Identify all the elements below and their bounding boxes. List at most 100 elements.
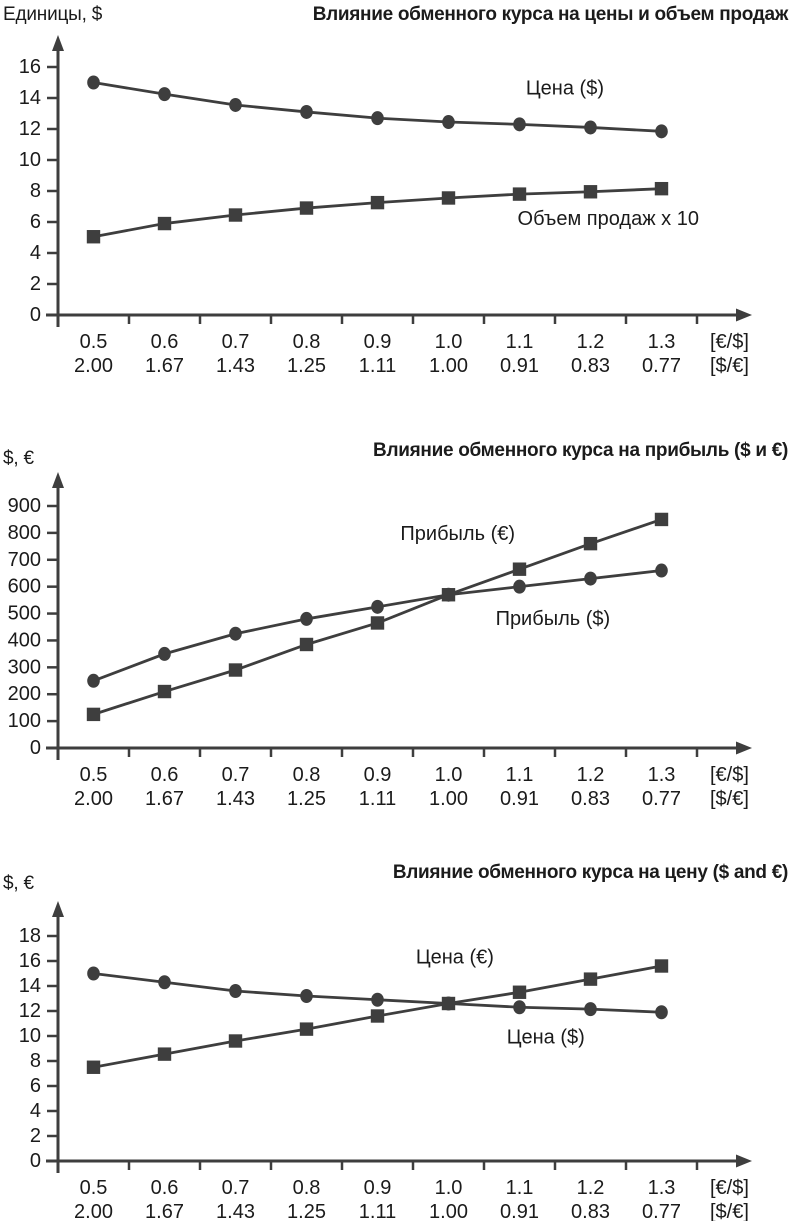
y-tick-label: 900 xyxy=(8,495,41,517)
x-tick-label-row1: 0.7 xyxy=(222,764,250,786)
y-tick-label: 500 xyxy=(8,603,41,625)
x-tick-label-row2: 0.77 xyxy=(642,355,681,377)
square-marker-icon xyxy=(299,201,314,215)
x-tick-label-row1: 0.9 xyxy=(364,764,392,786)
x-tick-label-row2: 1.43 xyxy=(216,1201,255,1221)
profit-plot: 0 100 200 300 400 500 600 700 800 900 0.5 0.6 0.7 0.8… xyxy=(8,472,752,810)
x-tick-label-row2: 1.00 xyxy=(429,788,468,810)
series-label: Объем продаж x 10 xyxy=(518,208,699,230)
x-tick-label-row2: 0.91 xyxy=(500,788,539,810)
x-tick-label-row2: 1.00 xyxy=(429,1201,468,1221)
y-axis-unit-label: $, € xyxy=(3,448,34,469)
circle-marker-icon xyxy=(158,646,171,661)
x-axis-unit-row2: [$/€] xyxy=(710,1201,749,1221)
y-tick-label: 16 xyxy=(19,56,41,78)
x-tick-label-row1: 1.0 xyxy=(435,1177,463,1199)
circle-marker-icon xyxy=(87,966,100,981)
circle-marker-icon xyxy=(158,87,171,102)
circle-marker-icon xyxy=(87,75,100,90)
x-tick-label-row2: 1.67 xyxy=(145,788,184,810)
x-tick-label-row2: 1.43 xyxy=(216,788,255,810)
x-axis-unit-row1: [€/$] xyxy=(710,1177,749,1199)
y-axis-unit-label: $, € xyxy=(3,873,34,894)
square-marker-icon xyxy=(86,1060,101,1074)
square-marker-icon xyxy=(370,616,385,630)
square-marker-icon xyxy=(228,1034,243,1048)
chart-header: Единицы, $ Влияние обменного курса на це… xyxy=(0,4,790,26)
y-tick-label: 2 xyxy=(30,273,41,295)
x-tick-label-row2: 2.00 xyxy=(74,788,113,810)
x-axis-unit-row1: [€/$] xyxy=(710,331,749,353)
x-tick-label-row2: 1.11 xyxy=(359,355,396,377)
x-tick-label-row1: 0.5 xyxy=(80,331,108,353)
square-marker-icon xyxy=(441,996,456,1011)
circle-marker-icon xyxy=(371,599,384,614)
x-tick-label-row2: 1.11 xyxy=(359,1201,396,1221)
y-axis-unit-label: Единицы, $ xyxy=(3,4,103,25)
square-marker-icon xyxy=(228,663,243,677)
square-marker-icon xyxy=(228,208,243,222)
series-label: Цена ($) xyxy=(507,1026,585,1048)
x-tick-label-row1: 0.7 xyxy=(222,331,250,353)
x-tick-label-row1: 0.6 xyxy=(151,764,179,786)
circle-marker-icon xyxy=(655,124,668,139)
square-marker-icon xyxy=(86,707,101,722)
chart-header: $, € Влияние обменного курса на прибыль … xyxy=(0,440,790,469)
circle-marker-icon xyxy=(584,571,597,586)
square-marker-icon xyxy=(299,637,314,652)
circle-marker-icon xyxy=(513,1000,526,1015)
x-tick-label-row1: 0.8 xyxy=(293,1177,321,1199)
price-and-volume-plot: 0 2 4 6 8 10 12 14 16 0.5 0.6 0.7 0.8 0.9 1.0 1.1 1.2 1.3… xyxy=(19,35,752,377)
square-marker-icon xyxy=(157,1047,172,1061)
y-tick-label: 700 xyxy=(8,549,41,571)
y-tick-label: 14 xyxy=(19,975,41,997)
circle-marker-icon xyxy=(655,563,668,578)
chart-profit: $, € Влияние обменного курса на прибыль … xyxy=(0,440,790,812)
square-marker-icon xyxy=(512,187,527,201)
x-tick-label-row1: 1.3 xyxy=(648,764,676,786)
circle-marker-icon xyxy=(584,120,597,135)
x-tick-label-row1: 1.2 xyxy=(577,331,605,353)
x-axis-unit-row1: [€/$] xyxy=(710,764,749,786)
x-tick-label-row1: 1.3 xyxy=(648,1177,676,1199)
x-tick-label-row1: 0.6 xyxy=(151,331,179,353)
circle-marker-icon xyxy=(300,611,313,626)
series-label: Цена (€) xyxy=(416,946,494,968)
y-tick-label: 6 xyxy=(30,1075,41,1097)
circle-marker-icon xyxy=(87,673,100,688)
circle-marker-icon xyxy=(371,992,384,1007)
x-tick-label-row1: 0.9 xyxy=(364,1177,392,1199)
y-tick-label: 12 xyxy=(19,1000,41,1022)
x-tick-label-row2: 2.00 xyxy=(74,1201,113,1221)
x-tick-label-row2: 1.67 xyxy=(145,355,184,377)
y-tick-label: 2 xyxy=(30,1125,41,1147)
square-marker-icon xyxy=(370,1009,385,1023)
square-marker-icon xyxy=(512,985,527,999)
x-tick-label-row1: 0.9 xyxy=(364,331,392,353)
x-tick-label-row2: 2.00 xyxy=(74,355,113,377)
y-tick-label: 8 xyxy=(30,1050,41,1072)
circle-marker-icon xyxy=(300,104,313,119)
x-axis-unit-row2: [$/€] xyxy=(710,788,749,810)
x-tick-label-row1: 0.6 xyxy=(151,1177,179,1199)
square-marker-icon xyxy=(157,216,172,231)
circle-marker-icon xyxy=(442,115,455,130)
x-tick-label-row2: 0.77 xyxy=(642,1201,681,1221)
x-tick-label-row1: 0.7 xyxy=(222,1177,250,1199)
circle-marker-icon xyxy=(513,117,526,132)
y-tick-label: 200 xyxy=(8,683,41,705)
series-label: Прибыль ($) xyxy=(496,608,611,630)
chart-title: Влияние обменного курса на цену ($ and €… xyxy=(392,862,788,883)
y-tick-label: 400 xyxy=(8,629,41,651)
x-tick-label-row1: 1.1 xyxy=(506,331,534,353)
y-tick-label: 800 xyxy=(8,522,41,544)
x-tick-label-row2: 1.43 xyxy=(216,355,255,377)
x-tick-label-row1: 0.8 xyxy=(293,764,321,786)
x-tick-label-row2: 1.11 xyxy=(359,788,396,810)
y-tick-label: 300 xyxy=(8,656,41,678)
y-tick-label: 4 xyxy=(30,242,41,264)
y-tick-label: 16 xyxy=(19,950,41,972)
x-tick-label-row2: 0.83 xyxy=(571,788,610,810)
x-tick-label-row1: 1.2 xyxy=(577,764,605,786)
x-tick-label-row2: 0.91 xyxy=(500,355,539,377)
